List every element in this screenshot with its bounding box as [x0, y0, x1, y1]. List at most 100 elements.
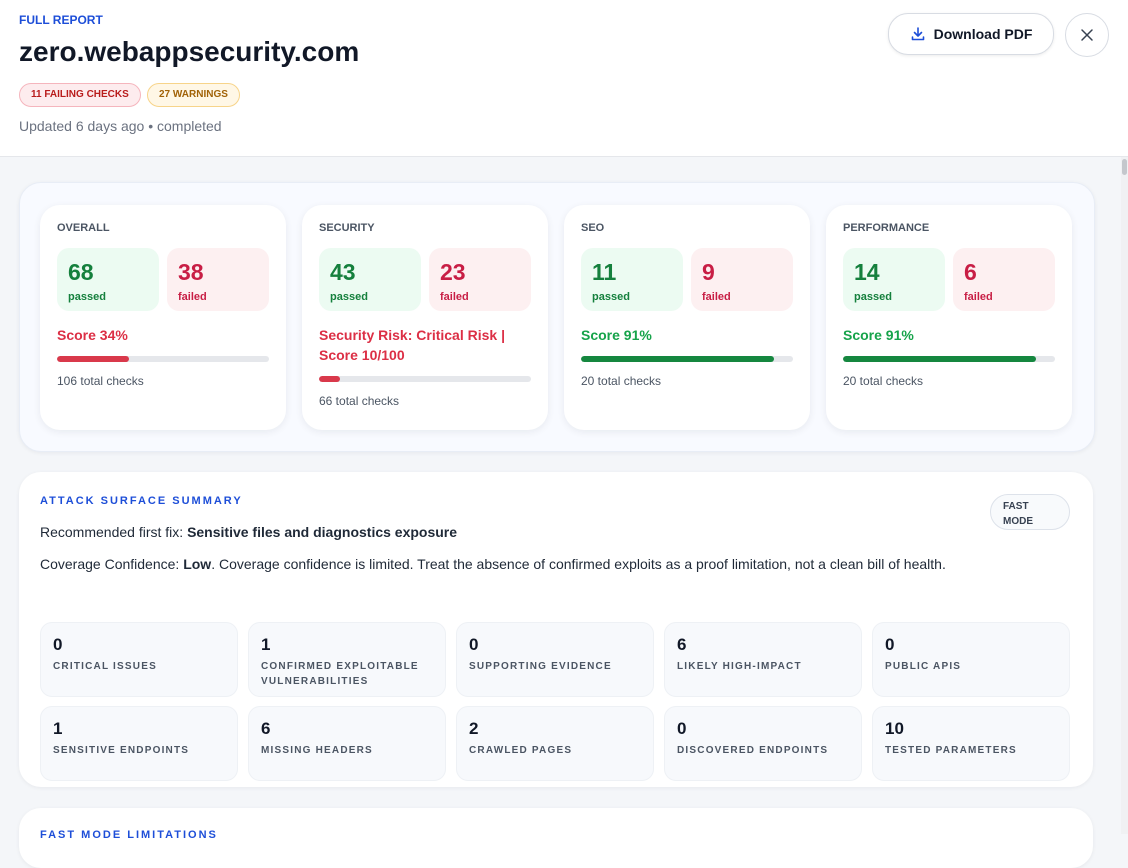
card-title: SEO: [581, 222, 605, 234]
card-title: OVERALL: [57, 222, 110, 234]
stat-label: CRITICAL ISSUES: [53, 661, 157, 672]
stat-tile: 6 LIKELY HIGH-IMPACT: [664, 622, 862, 697]
failed-box: 38 failed: [167, 248, 269, 311]
card-title: PERFORMANCE: [843, 222, 930, 234]
score-text: Security Risk: Critical Risk | Score 10/…: [319, 327, 505, 363]
score-card: PERFORMANCE 14 passed 6 failed Score 91% 20 to…: [826, 205, 1072, 430]
failed-label: failed: [702, 291, 731, 303]
passed-box: 43 passed: [319, 248, 421, 311]
progress-track: [319, 376, 531, 382]
scrollbar[interactable]: [1121, 157, 1128, 834]
stat-label: PUBLIC APIS: [885, 661, 962, 672]
passed-label: passed: [592, 291, 630, 303]
stat-value: 6: [261, 719, 271, 738]
score-text: Score 91%: [581, 327, 652, 343]
passed-count: 43: [330, 259, 356, 285]
section-title: FAST MODE LIMITATIONS: [40, 829, 218, 841]
stat-tile: 1 CONFIRMED EXPLOITABLE VULNERABILITIES: [248, 622, 446, 697]
total-checks: 20 total checks: [843, 374, 924, 388]
score-text: Score 34%: [57, 327, 128, 343]
updated-text: Updated 6 days ago • completed: [19, 118, 222, 134]
download-label: Download PDF: [933, 26, 1033, 42]
coverage-confidence: Coverage Confidence: Low. Coverage confi…: [40, 550, 980, 578]
stat-value: 1: [53, 719, 63, 738]
stat-value: 10: [885, 719, 904, 738]
confidence-label: Coverage Confidence:: [40, 556, 180, 572]
failed-count: 23: [440, 259, 466, 285]
close-icon: [1081, 29, 1093, 41]
passed-count: 11: [592, 259, 617, 285]
failed-count: 9: [702, 259, 715, 285]
failed-box: 23 failed: [429, 248, 531, 311]
stat-value: 0: [677, 719, 687, 738]
stat-label: SENSITIVE ENDPOINTS: [53, 745, 190, 756]
close-button[interactable]: [1065, 13, 1109, 57]
passed-label: passed: [68, 291, 106, 303]
score-card: OVERALL 68 passed 38 failed Score 34% 106 tota…: [40, 205, 286, 430]
total-checks: 106 total checks: [57, 374, 144, 388]
failing-badge: 11 FAILING CHECKS: [19, 83, 141, 107]
failed-count: 6: [964, 259, 977, 285]
section-title: ATTACK SURFACE SUMMARY: [40, 495, 243, 507]
fix-label: Recommended first fix:: [40, 524, 184, 540]
failed-label: failed: [964, 291, 993, 303]
passed-label: passed: [854, 291, 892, 303]
progress-fill: [581, 356, 774, 362]
failed-box: 9 failed: [691, 248, 793, 311]
stat-value: 2: [469, 719, 479, 738]
total-checks: 66 total checks: [319, 394, 400, 408]
passed-box: 68 passed: [57, 248, 159, 311]
score-text: Score 91%: [843, 327, 914, 343]
download-button[interactable]: Download PDF: [888, 13, 1054, 55]
warning-badge: 27 WARNINGS: [147, 83, 240, 107]
stat-tile: 6 MISSING HEADERS: [248, 706, 446, 781]
attack-surface-panel: ATTACK SURFACE SUMMARY FAST MODE Recomme…: [19, 472, 1093, 787]
stat-tile: 0 DISCOVERED ENDPOINTS: [664, 706, 862, 781]
stat-tile: 2 CRAWLED PAGES: [456, 706, 654, 781]
stat-value: 6: [677, 635, 687, 654]
stat-tile: 0 SUPPORTING EVIDENCE: [456, 622, 654, 697]
total-checks: 20 total checks: [581, 374, 662, 388]
score-card: SEO 11 passed 9 failed Score 91% 20 total chec…: [564, 205, 810, 430]
failed-box: 6 failed: [953, 248, 1055, 311]
progress-fill: [57, 356, 130, 362]
mode-badge: FAST MODE: [990, 494, 1070, 530]
stat-value: 0: [469, 635, 479, 654]
progress-track: [843, 356, 1055, 362]
progress-fill: [843, 356, 1036, 362]
recommended-fix: Recommended first fix: Sensitive files a…: [40, 518, 980, 546]
stat-tile: 1 SENSITIVE ENDPOINTS: [40, 706, 238, 781]
card-title: SECURITY: [319, 222, 375, 234]
stat-label: LIKELY HIGH-IMPACT: [677, 661, 802, 672]
progress-track: [57, 356, 269, 362]
stat-label: MISSING HEADERS: [261, 745, 373, 756]
stat-tile: 0 PUBLIC APIS: [872, 622, 1070, 697]
stat-label: CONFIRMED EXPLOITABLE VULNERABILITIES: [261, 661, 419, 687]
passed-count: 68: [68, 259, 94, 285]
confidence-text: . Coverage confidence is limited. Treat …: [211, 556, 946, 572]
passed-label: passed: [330, 291, 368, 303]
stat-value: 1: [261, 635, 271, 654]
failed-label: failed: [178, 291, 207, 303]
stat-label: DISCOVERED ENDPOINTS: [677, 745, 829, 756]
download-icon: [911, 27, 924, 41]
progress-track: [581, 356, 793, 362]
stat-value: 0: [885, 635, 895, 654]
stat-label: TESTED PARAMETERS: [885, 745, 1017, 756]
stat-value: 0: [53, 635, 63, 654]
failed-label: failed: [440, 291, 469, 303]
stat-label: SUPPORTING EVIDENCE: [469, 661, 612, 672]
fix-value: Sensitive files and diagnostics exposure: [187, 524, 458, 540]
failed-count: 38: [178, 259, 204, 285]
report-header: FULL REPORT zero.webappsecurity.com 11 F…: [0, 0, 1128, 157]
confidence-value: Low: [183, 556, 212, 572]
passed-count: 14: [854, 259, 880, 285]
score-card: SECURITY 43 passed 23 failed Security Risk: C…: [302, 205, 548, 430]
progress-fill: [319, 376, 341, 382]
scroll-thumb[interactable]: [1122, 159, 1127, 175]
stat-tile: 10 TESTED PARAMETERS: [872, 706, 1070, 781]
stat-label: CRAWLED PAGES: [469, 745, 573, 756]
limitations-panel: FAST MODE LIMITATIONS: [19, 808, 1093, 868]
eyebrow: FULL REPORT: [19, 13, 103, 27]
stat-tile: 0 CRITICAL ISSUES: [40, 622, 238, 697]
